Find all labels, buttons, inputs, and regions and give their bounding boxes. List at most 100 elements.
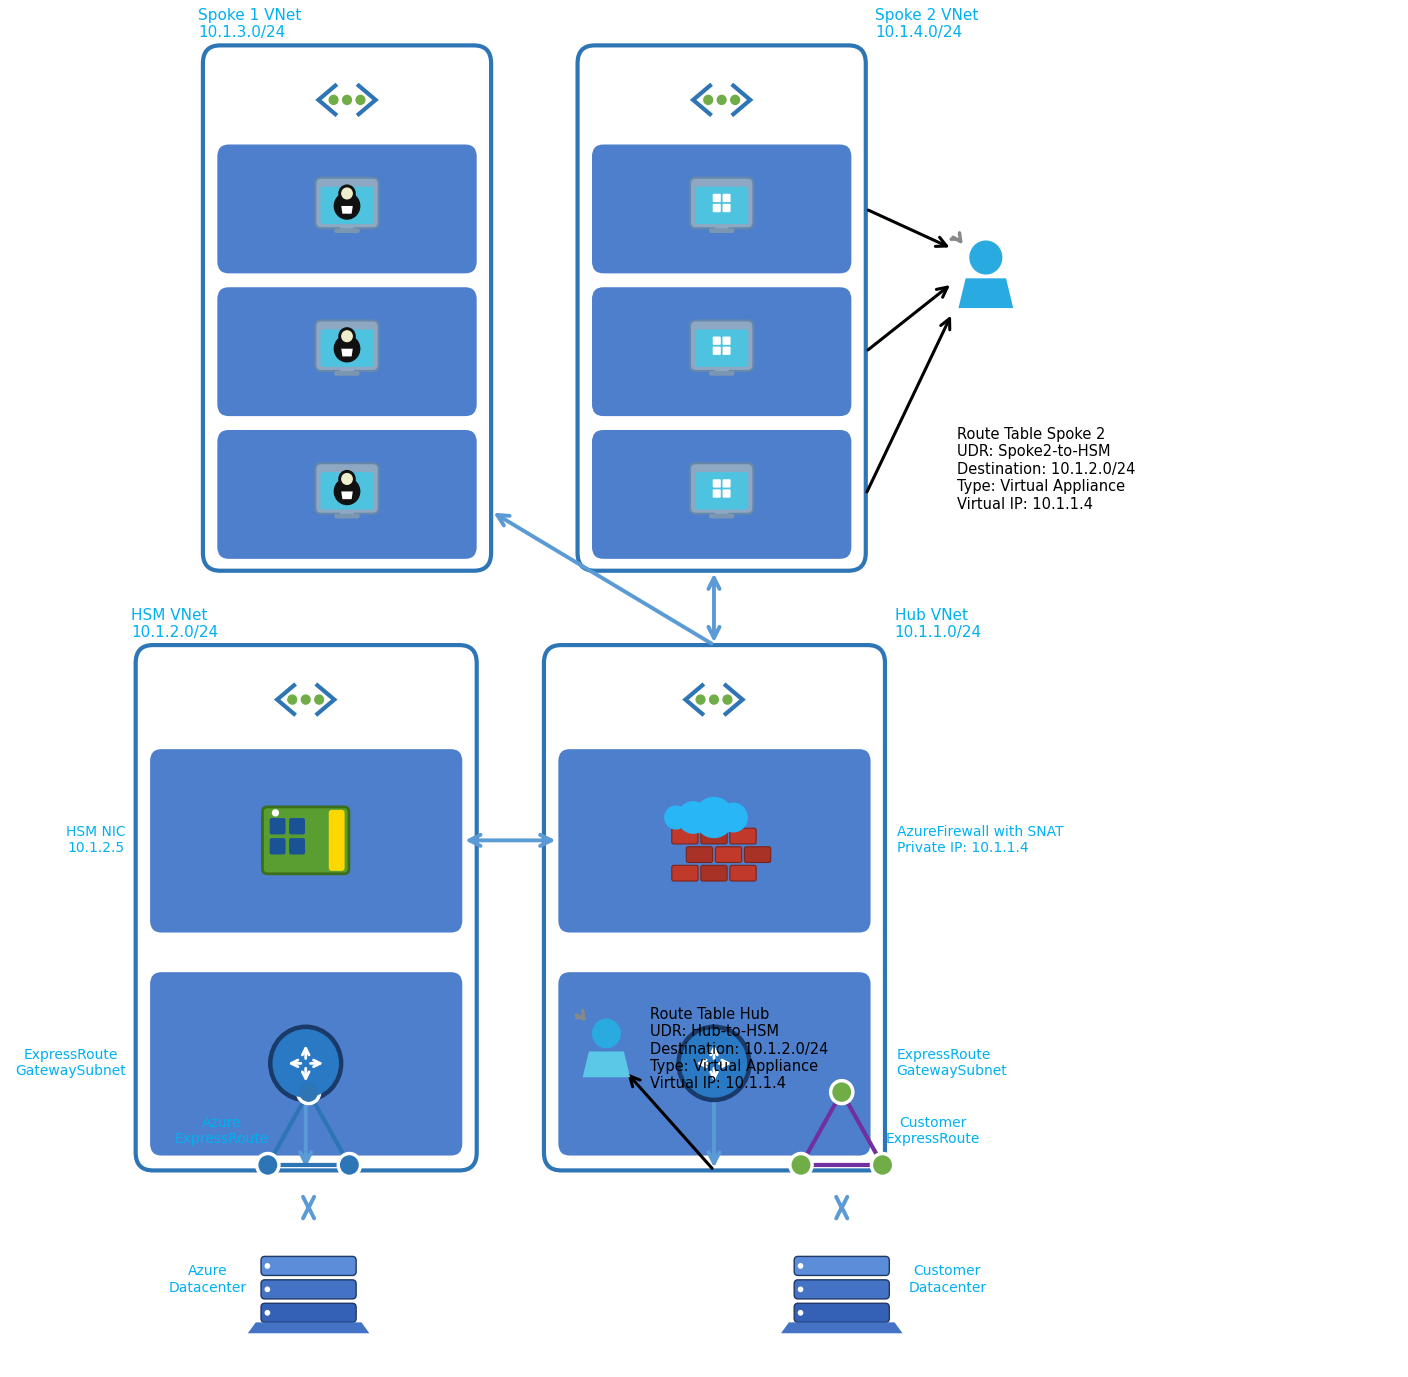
FancyBboxPatch shape	[672, 828, 698, 844]
FancyBboxPatch shape	[341, 508, 353, 515]
Circle shape	[724, 695, 732, 704]
FancyBboxPatch shape	[217, 430, 477, 559]
FancyBboxPatch shape	[712, 489, 721, 497]
FancyBboxPatch shape	[270, 839, 286, 855]
FancyBboxPatch shape	[729, 828, 756, 844]
FancyBboxPatch shape	[722, 336, 731, 344]
Circle shape	[788, 1153, 812, 1177]
FancyBboxPatch shape	[710, 370, 735, 376]
FancyBboxPatch shape	[559, 972, 870, 1155]
FancyBboxPatch shape	[328, 810, 345, 870]
FancyBboxPatch shape	[543, 644, 886, 1170]
Circle shape	[341, 1155, 358, 1175]
FancyBboxPatch shape	[696, 472, 748, 509]
Circle shape	[677, 1026, 750, 1102]
Circle shape	[315, 695, 324, 704]
Circle shape	[329, 95, 338, 105]
FancyBboxPatch shape	[203, 45, 491, 570]
Circle shape	[679, 801, 708, 833]
FancyBboxPatch shape	[722, 347, 731, 355]
Polygon shape	[341, 492, 353, 500]
FancyBboxPatch shape	[270, 818, 286, 834]
FancyBboxPatch shape	[715, 847, 742, 862]
FancyBboxPatch shape	[715, 365, 728, 372]
FancyBboxPatch shape	[321, 472, 373, 509]
Circle shape	[834, 1084, 850, 1102]
Text: Azure
ExpressRoute: Azure ExpressRoute	[175, 1115, 269, 1146]
FancyBboxPatch shape	[289, 839, 306, 855]
Text: Customer
ExpressRoute: Customer ExpressRoute	[886, 1115, 980, 1146]
FancyBboxPatch shape	[710, 514, 735, 519]
Circle shape	[665, 806, 687, 829]
FancyBboxPatch shape	[260, 1279, 356, 1299]
Text: Customer
Datacenter: Customer Datacenter	[908, 1264, 987, 1294]
Circle shape	[704, 95, 712, 105]
FancyBboxPatch shape	[712, 479, 721, 487]
FancyBboxPatch shape	[794, 1256, 890, 1275]
Circle shape	[339, 328, 355, 344]
Circle shape	[265, 1264, 269, 1268]
Circle shape	[287, 695, 297, 704]
FancyBboxPatch shape	[715, 222, 728, 230]
FancyBboxPatch shape	[701, 865, 727, 881]
FancyBboxPatch shape	[722, 194, 731, 202]
Circle shape	[710, 695, 718, 704]
FancyBboxPatch shape	[729, 865, 756, 881]
Circle shape	[798, 1264, 803, 1268]
Circle shape	[297, 1080, 321, 1104]
FancyBboxPatch shape	[591, 145, 852, 274]
Circle shape	[301, 695, 310, 704]
Text: ExpressRoute
GatewaySubnet: ExpressRoute GatewaySubnet	[15, 1048, 127, 1078]
FancyBboxPatch shape	[151, 972, 462, 1155]
FancyBboxPatch shape	[690, 178, 753, 229]
FancyBboxPatch shape	[341, 365, 353, 372]
Circle shape	[334, 478, 359, 504]
FancyBboxPatch shape	[334, 370, 359, 376]
Circle shape	[970, 241, 1001, 274]
Circle shape	[334, 193, 359, 219]
FancyBboxPatch shape	[321, 329, 373, 366]
Circle shape	[269, 1026, 342, 1102]
Circle shape	[259, 1155, 276, 1175]
Polygon shape	[583, 1052, 631, 1077]
Circle shape	[342, 189, 352, 198]
Circle shape	[342, 474, 352, 485]
Circle shape	[342, 330, 352, 341]
Text: Hub VNet
10.1.1.0/24: Hub VNet 10.1.1.0/24	[894, 607, 981, 640]
Text: Spoke 2 VNet
10.1.4.0/24: Spoke 2 VNet 10.1.4.0/24	[876, 8, 979, 40]
Circle shape	[696, 695, 705, 704]
Circle shape	[300, 1084, 317, 1102]
Circle shape	[273, 810, 279, 815]
FancyBboxPatch shape	[672, 865, 698, 881]
Circle shape	[339, 471, 355, 487]
Circle shape	[256, 1153, 280, 1177]
Text: Route Table Spoke 2
UDR: Spoke2-to-HSM
Destination: 10.1.2.0/24
Type: Virtual Ap: Route Table Spoke 2 UDR: Spoke2-to-HSM D…	[957, 427, 1135, 512]
FancyBboxPatch shape	[712, 204, 721, 212]
FancyBboxPatch shape	[135, 644, 477, 1170]
FancyBboxPatch shape	[701, 828, 727, 844]
Circle shape	[338, 1153, 362, 1177]
FancyBboxPatch shape	[321, 187, 373, 224]
FancyBboxPatch shape	[315, 178, 379, 229]
Circle shape	[719, 803, 748, 832]
Polygon shape	[341, 348, 353, 357]
FancyBboxPatch shape	[712, 194, 721, 202]
Circle shape	[798, 1287, 803, 1292]
FancyBboxPatch shape	[696, 329, 748, 366]
Circle shape	[273, 1030, 338, 1097]
FancyBboxPatch shape	[315, 463, 379, 514]
FancyBboxPatch shape	[712, 347, 721, 355]
Circle shape	[265, 1287, 269, 1292]
Text: Route Table Hub
UDR: Hub-to-HSM
Destination: 10.1.2.0/24
Type: Virtual Appliance: Route Table Hub UDR: Hub-to-HSM Destinat…	[649, 1007, 828, 1092]
Circle shape	[334, 336, 359, 362]
FancyBboxPatch shape	[722, 204, 731, 212]
FancyBboxPatch shape	[690, 463, 753, 514]
Circle shape	[339, 185, 355, 202]
FancyBboxPatch shape	[686, 847, 712, 862]
FancyBboxPatch shape	[334, 229, 359, 233]
FancyBboxPatch shape	[722, 489, 731, 497]
Circle shape	[356, 95, 365, 105]
FancyBboxPatch shape	[289, 818, 306, 834]
Text: Spoke 1 VNet
10.1.3.0/24: Spoke 1 VNet 10.1.3.0/24	[199, 8, 301, 40]
Circle shape	[681, 1030, 746, 1097]
